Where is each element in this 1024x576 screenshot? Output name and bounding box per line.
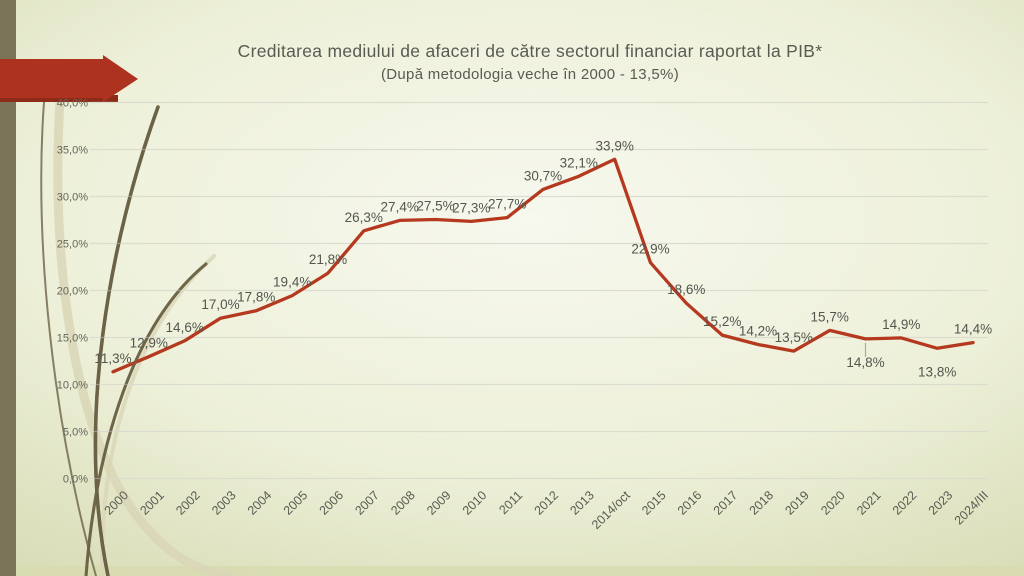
data-label: 32,1% xyxy=(560,155,598,170)
x-axis-tick-label: 2022 xyxy=(890,488,920,518)
x-axis-tick-label: 2016 xyxy=(675,488,705,518)
bottom-strip xyxy=(0,566,1024,576)
data-label: 19,4% xyxy=(273,275,311,290)
x-axis-tick-label: 2015 xyxy=(639,488,669,518)
x-axis-tick-label: 2019 xyxy=(782,488,812,518)
x-axis-tick-label: 2017 xyxy=(711,488,741,518)
series-line xyxy=(111,157,975,374)
x-axis-tick-label: 2006 xyxy=(317,488,347,518)
data-label: 13,5% xyxy=(775,330,813,345)
x-axis-tick-label: 2024/III xyxy=(952,488,991,527)
data-label: 17,0% xyxy=(201,297,239,312)
red-arrow-icon xyxy=(0,55,138,102)
x-axis-tick-label: 2009 xyxy=(424,488,454,518)
data-label: 22,9% xyxy=(631,242,669,257)
data-label: 14,9% xyxy=(882,317,920,332)
x-axis-tick-label: 2023 xyxy=(926,488,956,518)
data-label: 11,3% xyxy=(94,351,131,366)
y-axis-tick-label: 15,0% xyxy=(57,333,88,345)
x-axis-tick-label: 2007 xyxy=(352,488,382,518)
y-axis-tick-label: 30,0% xyxy=(57,192,88,204)
y-axis-tick-label: 20,0% xyxy=(57,286,88,298)
y-axis-tick-label: 0,0% xyxy=(63,474,88,486)
data-label: 14,8% xyxy=(846,355,884,370)
x-axis-tick-label: 2003 xyxy=(209,488,239,518)
data-label: 13,8% xyxy=(918,364,956,379)
data-label: 15,7% xyxy=(811,309,849,324)
y-axis-tick-label: 10,0% xyxy=(57,380,88,392)
y-axis-tick-label: 25,0% xyxy=(57,239,88,251)
data-label: 27,7% xyxy=(488,197,526,212)
data-label: 26,3% xyxy=(345,210,383,225)
data-label: 21,8% xyxy=(309,252,347,267)
data-label: 30,7% xyxy=(524,168,562,183)
x-axis-tick-label: 2018 xyxy=(747,488,777,518)
x-axis-tick-label: 2011 xyxy=(496,488,525,517)
x-axis-tick-label: 2000 xyxy=(102,488,132,518)
x-axis-tick-label: 2008 xyxy=(388,488,418,518)
data-label: 33,9% xyxy=(596,138,634,153)
x-axis-tick-label: 2004 xyxy=(245,488,275,518)
left-edge-bar xyxy=(0,0,16,576)
y-axis-tick-label: 5,0% xyxy=(63,427,88,439)
data-label: 27,4% xyxy=(381,199,419,214)
x-axis-tick-label: 2010 xyxy=(460,488,490,518)
red-arrow-underline xyxy=(0,95,118,102)
data-label: 14,6% xyxy=(166,320,204,335)
x-axis-tick-label: 2002 xyxy=(173,488,203,518)
data-label: 27,3% xyxy=(452,200,490,215)
data-label: 18,6% xyxy=(667,282,705,297)
x-axis-tick-label: 2001 xyxy=(137,488,167,518)
x-axis-tick-label: 2020 xyxy=(818,488,848,518)
x-axis-tick-label: 2013 xyxy=(567,488,597,518)
x-axis-tick-label: 2012 xyxy=(532,488,562,518)
data-label: 15,2% xyxy=(703,314,741,329)
x-axis-tick-label: 2014/oct xyxy=(589,488,633,532)
data-label: 14,2% xyxy=(739,324,777,339)
y-axis-tick-label: 35,0% xyxy=(57,145,88,157)
data-label: 27,5% xyxy=(416,199,454,214)
data-label: 12,9% xyxy=(130,336,168,351)
data-label: 17,8% xyxy=(237,290,275,305)
x-axis-tick-label: 2021 xyxy=(854,488,884,518)
swoosh-curve-dark-thin xyxy=(40,101,97,576)
y-axis-tick-label: 40,0% xyxy=(57,98,88,110)
x-axis-tick-label: 2005 xyxy=(281,488,311,518)
data-label: 14,4% xyxy=(954,322,992,337)
